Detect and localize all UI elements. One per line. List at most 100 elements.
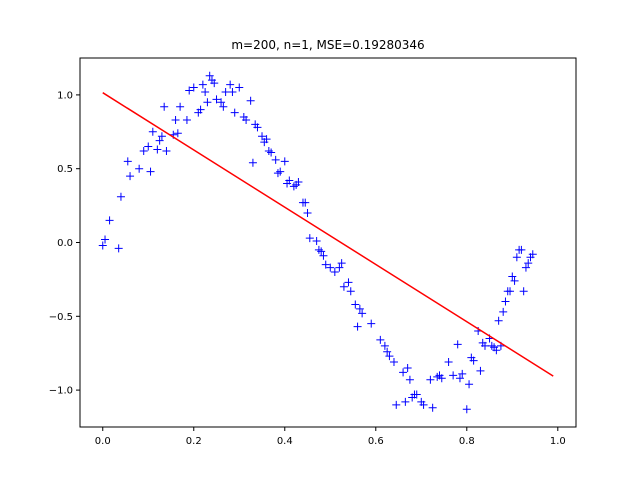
y-tick-label: 0.5	[57, 164, 73, 175]
data-point	[367, 319, 376, 328]
data-point	[501, 297, 510, 306]
data-point	[210, 79, 219, 88]
data-point	[285, 176, 294, 185]
data-point	[105, 216, 114, 225]
data-point	[419, 400, 428, 409]
data-point	[271, 155, 280, 164]
x-tick-label: 1.0	[550, 436, 566, 447]
data-point	[101, 235, 110, 244]
data-point	[203, 98, 212, 107]
data-point	[182, 115, 191, 124]
data-point	[508, 272, 517, 281]
data-point	[217, 98, 226, 107]
data-point	[135, 164, 144, 173]
data-point	[462, 405, 471, 414]
data-point	[528, 250, 537, 259]
y-tick-label: 0.0	[57, 238, 73, 249]
data-point	[185, 86, 194, 95]
data-point	[201, 87, 210, 96]
x-tick-label: 0.2	[186, 436, 202, 447]
data-point	[389, 358, 398, 367]
data-point	[176, 102, 185, 111]
data-point	[226, 80, 235, 89]
data-point	[444, 358, 453, 367]
data-point	[469, 356, 478, 365]
data-point	[230, 108, 239, 117]
data-point	[403, 363, 412, 372]
data-point	[358, 309, 367, 318]
data-point	[235, 83, 244, 92]
data-point	[339, 282, 348, 291]
data-point	[499, 307, 508, 316]
data-point	[305, 234, 314, 243]
data-point	[519, 287, 528, 296]
data-point	[480, 341, 489, 350]
data-point	[146, 167, 155, 176]
data-point	[114, 244, 123, 253]
data-point	[276, 167, 285, 176]
data-point	[162, 146, 171, 155]
data-point	[455, 374, 464, 383]
data-point	[303, 208, 312, 217]
data-point	[301, 198, 310, 207]
data-point	[494, 316, 503, 325]
data-point	[380, 341, 389, 350]
chart-title: m=200, n=1, MSE=0.19280346	[231, 38, 424, 52]
x-tick-label: 0.8	[459, 436, 475, 447]
data-point	[319, 251, 328, 260]
data-point	[353, 322, 362, 331]
data-point	[449, 371, 458, 380]
data-point	[321, 260, 330, 269]
fit-line	[102, 92, 554, 377]
data-point	[212, 95, 221, 104]
data-point	[262, 135, 271, 144]
data-point	[524, 259, 533, 268]
data-point	[173, 129, 182, 138]
data-point	[242, 115, 251, 124]
data-point	[98, 241, 107, 250]
data-point	[521, 263, 530, 272]
data-point	[401, 397, 410, 406]
data-point	[139, 146, 148, 155]
data-point	[294, 177, 303, 186]
data-point	[346, 287, 355, 296]
data-point	[126, 172, 135, 181]
data-point	[383, 347, 392, 356]
data-point	[155, 136, 164, 145]
data-point	[458, 369, 467, 378]
plot-area	[98, 71, 554, 414]
data-point	[189, 83, 198, 92]
data-point	[198, 80, 207, 89]
data-point	[157, 132, 166, 141]
y-tick-label: −1.0	[49, 386, 73, 397]
data-point	[344, 278, 353, 287]
data-point	[171, 115, 180, 124]
x-tick-label: 0.6	[368, 436, 384, 447]
data-point	[205, 71, 214, 80]
data-point	[512, 253, 521, 262]
data-point	[116, 192, 125, 201]
data-point	[317, 247, 326, 256]
data-point	[405, 375, 414, 384]
data-point	[506, 287, 515, 296]
data-point	[267, 148, 276, 157]
data-point	[280, 157, 289, 166]
data-point	[392, 400, 401, 409]
data-point	[312, 237, 321, 246]
y-tick-label: 1.0	[57, 90, 73, 101]
data-point	[335, 263, 344, 272]
data-point	[412, 390, 421, 399]
data-point	[492, 346, 501, 355]
x-tick-label: 0.0	[95, 436, 111, 447]
data-point	[258, 132, 267, 141]
data-point	[144, 142, 153, 151]
data-point	[221, 87, 230, 96]
data-point	[330, 268, 339, 277]
data-point	[426, 375, 435, 384]
data-point	[326, 263, 335, 272]
data-point	[196, 105, 205, 114]
data-point	[153, 145, 162, 154]
data-point	[476, 366, 485, 375]
